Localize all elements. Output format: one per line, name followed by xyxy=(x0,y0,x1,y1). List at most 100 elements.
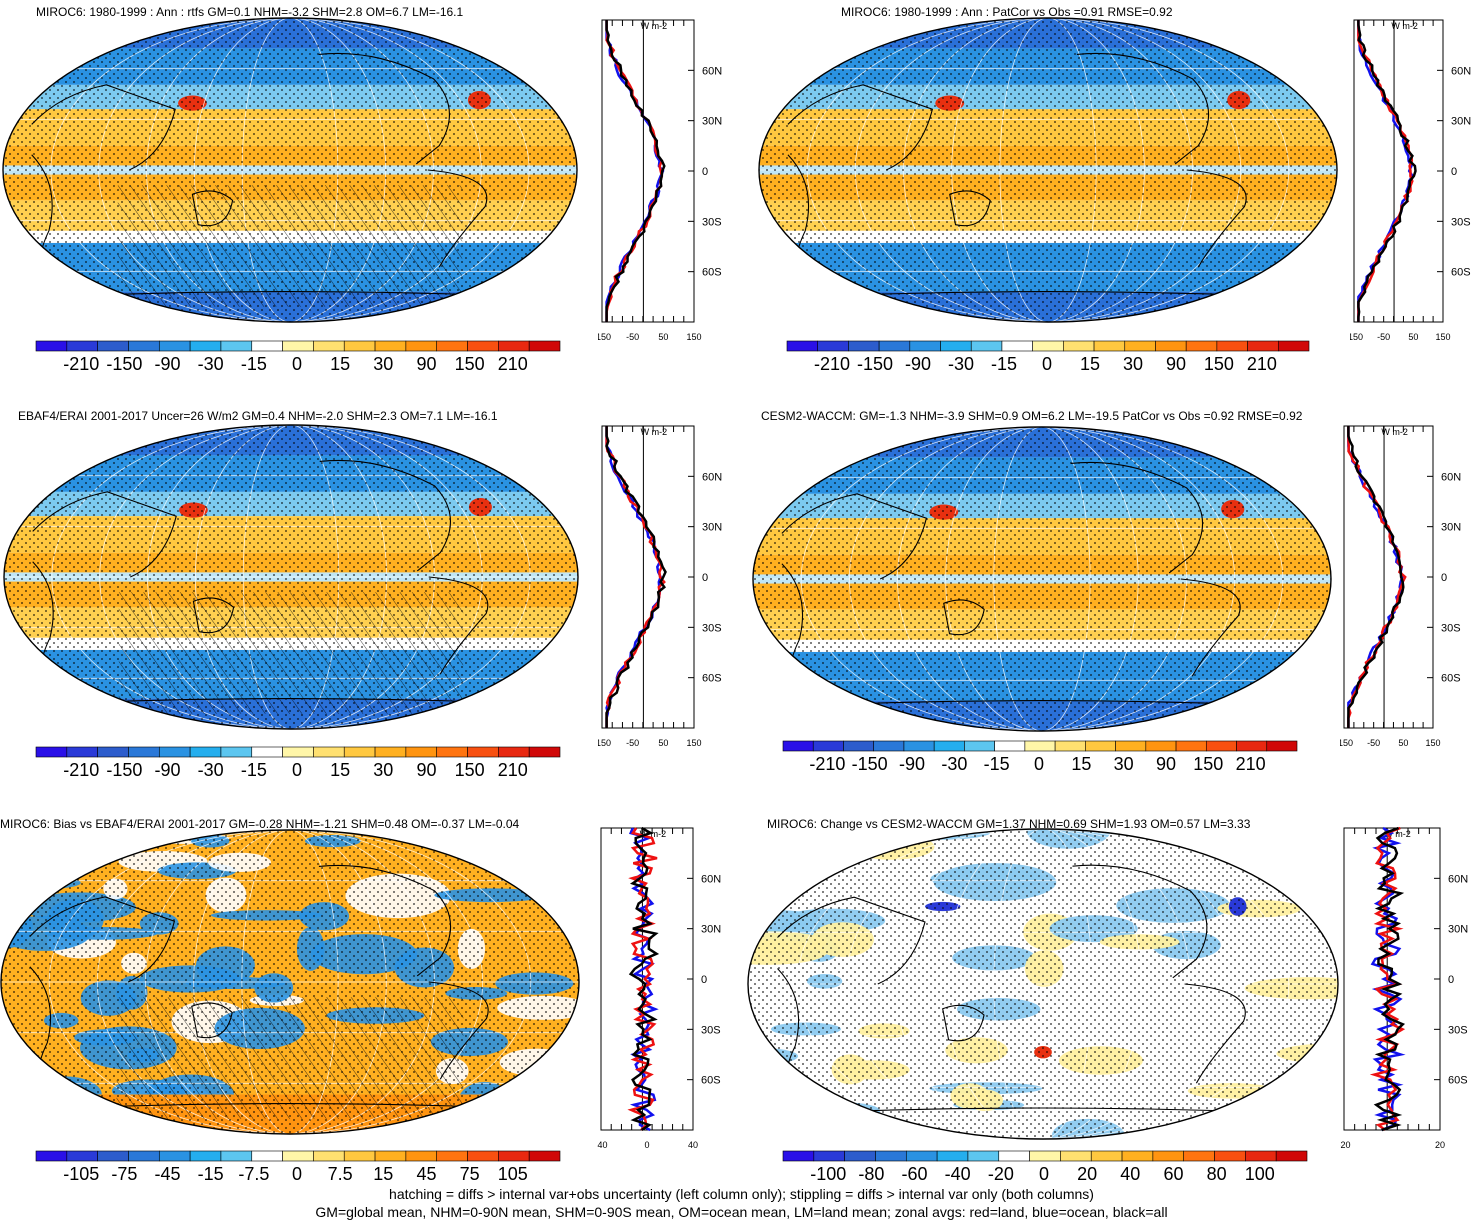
colorbar-swatch xyxy=(1124,340,1156,352)
colorbar-tick-label: 210 xyxy=(1246,354,1277,374)
zonal-lat-label: 0 xyxy=(1451,166,1457,178)
change-blob xyxy=(1298,829,1338,845)
coastline-eurasia xyxy=(32,491,177,578)
coastline-north-america xyxy=(1070,461,1204,574)
colorbar-tick-label: -150 xyxy=(857,354,894,374)
colorbar-tick-label: 0 xyxy=(291,1164,303,1184)
colorbar-swatch xyxy=(1175,740,1207,752)
colorbar-tick-label: 0 xyxy=(1041,354,1053,374)
colorbar-tick-label: 150 xyxy=(1203,354,1234,374)
colorbar-swatch xyxy=(405,340,438,352)
colorbar-swatch xyxy=(35,746,68,758)
colorbar-swatch xyxy=(251,340,283,352)
map-plot xyxy=(758,17,1338,323)
coastline-north-america xyxy=(318,864,452,977)
zonal-lat-label: 0 xyxy=(1448,974,1454,986)
colorbar-tick-label: 20 xyxy=(1077,1164,1098,1184)
panel-miroc6-change: W m-2 60N 30N 0 30S 60S -20 20 -100 -80 -60 -40 -20 0… xyxy=(741,810,1483,1184)
ocean-curve xyxy=(1357,20,1414,322)
land-curve xyxy=(627,827,658,1131)
coastline-south-america xyxy=(1186,169,1247,268)
hatching-overlay xyxy=(116,997,464,1119)
zonal-x-tick-label: -20 xyxy=(1340,1140,1351,1150)
colorbar-swatch xyxy=(1183,1150,1215,1162)
colorbar-tick-label: 15 xyxy=(330,354,351,374)
colorbar-tick-label: 90 xyxy=(1165,354,1186,374)
zonal-x-tick-label: -50 xyxy=(1367,738,1380,748)
colorbar-swatch xyxy=(1266,740,1298,752)
coastline-north-america xyxy=(1072,864,1208,979)
colorbar-labels: -210 -150 -90 -30 -15 0 15 30 90 150 210 xyxy=(35,760,559,782)
colorbar xyxy=(782,1150,1308,1162)
zonal-x-tick-label: 150 xyxy=(686,738,701,748)
colorbar-swatch xyxy=(1277,340,1310,352)
panel-miroc6-bias: W m-2 60N 30N 0 30S 60S -40 0 40 -105 -75 -45 -15 -7.… xyxy=(0,810,740,1184)
zonal-x-tick-label: 150 xyxy=(1435,332,1450,342)
coastline-south-america xyxy=(427,169,488,268)
change-blob xyxy=(1260,1107,1294,1131)
colorbar-swatch xyxy=(848,340,880,352)
colorbar xyxy=(35,340,561,352)
colorbar-labels: -210 -150 -90 -30 -15 0 15 30 90 150 210 xyxy=(786,354,1308,376)
colorbar-tick-label: 210 xyxy=(497,354,528,374)
colorbar-tick-label: 15 xyxy=(1071,754,1092,774)
coastline-eurasia xyxy=(787,84,934,171)
zonal-lat-label: 60N xyxy=(1441,471,1461,483)
colorbar-labels: -210 -150 -90 -30 -15 0 15 30 90 150 210 xyxy=(782,754,1296,776)
panel-cesm2-waccm: W m-260N30N030S60S-150-5050150-210-150-9… xyxy=(741,405,1483,805)
colorbar-swatch xyxy=(909,340,941,352)
colorbar-swatch xyxy=(220,340,253,352)
map-outline xyxy=(3,424,579,730)
zonal-lat-label: 30N xyxy=(1448,924,1468,936)
zonal-lat-label: 60S xyxy=(1441,673,1461,685)
colorbar-swatch xyxy=(1216,340,1248,352)
zonal-x-tick-label: 150 xyxy=(1425,738,1440,748)
colorbar-swatch xyxy=(528,340,561,352)
colorbar-swatch xyxy=(1275,1150,1308,1162)
zonal-x-tick-label: -50 xyxy=(626,738,639,748)
colorbar-swatch xyxy=(940,340,972,352)
colorbar-swatch xyxy=(467,1150,499,1162)
colorbar-swatch xyxy=(1054,740,1086,752)
colorbar-swatch xyxy=(158,1150,191,1162)
zonal-x-tick-label: -150 xyxy=(598,332,611,342)
coastline-australia xyxy=(191,1002,233,1039)
zonal-average-plot: W m-2 60N 30N 0 30S 60S -150 -50 50 150 xyxy=(1340,425,1461,748)
colorbar-swatch xyxy=(282,340,314,352)
zonal-lat-label: 30S xyxy=(702,216,722,228)
colorbar-swatch xyxy=(812,740,844,752)
colorbar-swatch xyxy=(189,746,222,758)
colorbar-swatch xyxy=(875,1150,907,1162)
colorbar-swatch xyxy=(97,746,129,758)
colorbar-tick-label: -15 xyxy=(240,354,267,374)
panel-title: MIROC6: Change vs CESM2-WACCM GM=1.37 NH… xyxy=(767,817,1251,831)
zonal-lat-label: 0 xyxy=(702,166,708,178)
zonal-x-tick-label: -50 xyxy=(1377,332,1390,342)
coastline-north-america xyxy=(1076,52,1210,165)
stippling-overlay xyxy=(748,829,1338,1139)
panel-title: MIROC6: 1980-1999 : Ann : PatCor vs Obs … xyxy=(841,5,1173,19)
colorbar-tick-label: -105 xyxy=(63,1164,100,1184)
colorbar xyxy=(782,740,1298,752)
colorbar-tick-label: 150 xyxy=(1193,754,1224,774)
map-plot xyxy=(0,829,580,1135)
colorbar-tick-label: 0 xyxy=(1038,1164,1050,1184)
change-blob xyxy=(774,1089,836,1127)
colorbar-tick-label: 30 xyxy=(1113,754,1134,774)
colorbar-swatch xyxy=(903,740,935,752)
colorbar-swatch xyxy=(873,740,905,752)
colorbar-tick-label: -90 xyxy=(154,760,181,780)
colorbar-tick-label: -15 xyxy=(990,354,1018,374)
colorbar-tick-label: -15 xyxy=(197,1164,224,1184)
all-curve xyxy=(1373,826,1406,1132)
colorbar-swatch xyxy=(1236,740,1268,752)
colorbar-swatch xyxy=(128,340,160,352)
colorbar-swatch xyxy=(878,340,911,352)
colorbar-tick-label: -20 xyxy=(987,1164,1014,1184)
colorbar-swatch xyxy=(436,340,468,352)
hatching-overlay xyxy=(117,185,463,307)
colorbar-swatch xyxy=(220,746,253,758)
colorbar-swatch xyxy=(1060,1150,1092,1162)
zonal-x-tick-label: 0 xyxy=(644,1140,649,1150)
colorbar-swatch xyxy=(467,746,499,758)
